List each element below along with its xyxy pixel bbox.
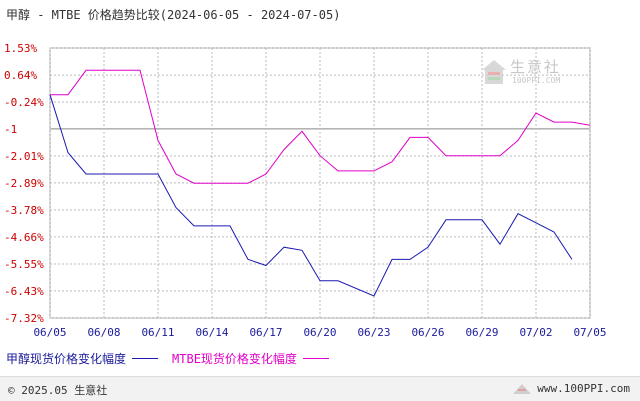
x-tick-label: 07/05: [573, 326, 606, 339]
y-tick-label: -1: [4, 123, 17, 136]
watermark: 生意社 100PPI.COM: [480, 54, 580, 94]
x-tick-label: 07/02: [519, 326, 552, 339]
house-logo-icon: [482, 60, 506, 84]
y-tick-label: -2.89%: [4, 177, 44, 190]
x-tick-label: 06/23: [357, 326, 390, 339]
y-tick-label: -7.32%: [4, 312, 44, 325]
watermark-url: 100PPI.COM: [512, 76, 561, 85]
y-tick-label: -5.55%: [4, 258, 44, 271]
copyright-text: © 2025.05 生意社: [8, 384, 108, 397]
legend-item-series1: 甲醇现货价格变化幅度: [6, 350, 159, 367]
watermark-text: 生意社: [510, 58, 562, 76]
x-tick-label: 06/20: [303, 326, 336, 339]
footer-site-text: www.100PPI.com: [537, 382, 630, 395]
series-layer: [49, 69, 591, 297]
y-tick-label: -4.66%: [4, 231, 44, 244]
y-tick-label: -6.43%: [4, 285, 44, 298]
footer-site-link[interactable]: www.100PPI.com: [511, 382, 630, 395]
legend-item-series2: MTBE现货价格变化幅度: [172, 350, 329, 367]
series-line-1: [49, 94, 573, 297]
x-tick-label: 06/29: [465, 326, 498, 339]
axis-layer: 1.53% 0.64% -0.24% -1 -2.01% -2.89% -3.78% -4.6…: [4, 42, 607, 339]
legend-swatch: [132, 358, 159, 359]
legend-swatch: [302, 358, 329, 359]
x-tick-label: 06/26: [411, 326, 444, 339]
y-tick-label: 1.53%: [4, 42, 37, 55]
x-tick-label: 06/08: [87, 326, 120, 339]
footer-bar: © 2025.05 生意社 www.100PPI.com: [0, 376, 640, 401]
grid-layer: [49, 47, 591, 319]
y-tick-label: 0.64%: [4, 69, 37, 82]
x-tick-label: 06/14: [195, 326, 228, 339]
x-tick-label: 06/05: [33, 326, 66, 339]
site-logo-icon: [513, 383, 532, 394]
y-tick-label: -0.24%: [4, 96, 44, 109]
y-tick-label: -2.01%: [4, 150, 44, 163]
legend-label: MTBE现货价格变化幅度: [172, 352, 297, 366]
x-tick-label: 06/17: [249, 326, 282, 339]
chart-title: 甲醇 - MTBE 价格趋势比较(2024-06-05 - 2024-07-05…: [6, 8, 341, 22]
x-tick-label: 06/11: [141, 326, 174, 339]
series-line-2: [50, 69, 591, 184]
y-tick-label: -3.78%: [4, 204, 44, 217]
legend-label: 甲醇现货价格变化幅度: [6, 352, 127, 366]
legend: 甲醇现货价格变化幅度 MTBE现货价格变化幅度: [6, 350, 343, 367]
